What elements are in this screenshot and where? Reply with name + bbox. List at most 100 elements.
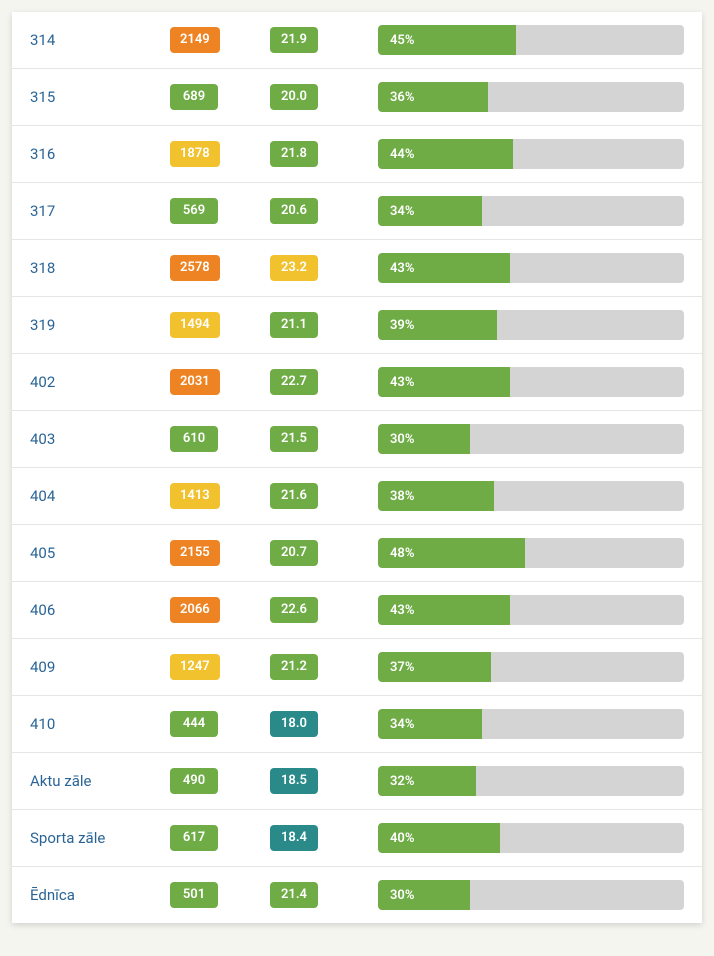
room-link[interactable]: Aktu zāle (30, 772, 170, 790)
value2-cell: 21.5 (270, 426, 370, 452)
room-link[interactable]: 315 (30, 88, 170, 106)
room-link[interactable]: 403 (30, 430, 170, 448)
value1-cell: 2578 (170, 255, 270, 281)
progress-cell: 36% (370, 82, 684, 112)
value2-cell: 18.0 (270, 711, 370, 737)
progress-cell: 45% (370, 25, 684, 55)
progress-cell: 39% (370, 310, 684, 340)
room-link[interactable]: 409 (30, 658, 170, 676)
room-link[interactable]: 317 (30, 202, 170, 220)
progress-cell: 34% (370, 709, 684, 739)
progress-cell: 38% (370, 481, 684, 511)
value1-cell: 689 (170, 84, 270, 110)
value1-badge: 610 (170, 426, 218, 452)
table-row: 403610 21.5 30% (12, 411, 702, 468)
value2-cell: 21.9 (270, 27, 370, 53)
value1-badge: 569 (170, 198, 218, 224)
progress-fill: 43% (378, 595, 510, 625)
value2-badge: 18.4 (270, 825, 318, 851)
progress-label: 48% (390, 546, 414, 561)
progress-track: 38% (378, 481, 684, 511)
progress-track: 30% (378, 424, 684, 454)
value1-badge: 2149 (170, 27, 220, 53)
progress-cell: 30% (370, 880, 684, 910)
progress-label: 34% (390, 717, 414, 732)
progress-fill: 43% (378, 367, 510, 397)
progress-cell: 43% (370, 253, 684, 283)
value2-badge: 21.8 (270, 141, 318, 167)
progress-track: 34% (378, 709, 684, 739)
progress-label: 34% (390, 204, 414, 219)
room-link[interactable]: 405 (30, 544, 170, 562)
value2-cell: 21.8 (270, 141, 370, 167)
value1-cell: 610 (170, 426, 270, 452)
rooms-panel: 3142149 21.9 45% 315689 20.0 36% 3161878 21.8 44… (12, 12, 702, 923)
progress-fill: 34% (378, 196, 482, 226)
value1-cell: 569 (170, 198, 270, 224)
table-row: 402203122.743% (12, 354, 702, 411)
value1-badge: 689 (170, 84, 218, 110)
room-link[interactable]: 318 (30, 259, 170, 277)
value1-cell: 1247 (170, 654, 270, 680)
value1-badge: 444 (170, 711, 218, 737)
value2-cell: 21.6 (270, 483, 370, 509)
table-row: 3191494 21.1 39% (12, 297, 702, 354)
progress-track: 43% (378, 367, 684, 397)
value1-badge: 2155 (170, 540, 220, 566)
table-row: 315689 20.0 36% (12, 69, 702, 126)
value1-cell: 2155 (170, 540, 270, 566)
progress-cell: 40% (370, 823, 684, 853)
progress-track: 37% (378, 652, 684, 682)
value2-cell: 20.0 (270, 84, 370, 110)
progress-track: 43% (378, 595, 684, 625)
value2-badge: 21.4 (270, 882, 318, 908)
value1-badge: 1494 (170, 312, 220, 338)
value1-cell: 490 (170, 768, 270, 794)
value2-cell: 20.6 (270, 198, 370, 224)
progress-fill: 32% (378, 766, 476, 796)
value2-badge: 22.7 (270, 369, 318, 395)
value1-cell: 2066 (170, 597, 270, 623)
value2-cell: 18.4 (270, 825, 370, 851)
room-link[interactable]: 406 (30, 601, 170, 619)
progress-track: 43% (378, 253, 684, 283)
progress-cell: 44% (370, 139, 684, 169)
progress-label: 30% (390, 888, 414, 903)
value2-cell: 22.6 (270, 597, 370, 623)
table-row: Aktu zāle49018.532% (12, 753, 702, 810)
value2-badge: 21.5 (270, 426, 318, 452)
progress-track: 30% (378, 880, 684, 910)
value2-badge: 20.0 (270, 84, 318, 110)
progress-fill: 43% (378, 253, 510, 283)
room-link[interactable]: 314 (30, 31, 170, 49)
progress-track: 40% (378, 823, 684, 853)
value1-badge: 2578 (170, 255, 220, 281)
progress-cell: 48% (370, 538, 684, 568)
progress-fill: 30% (378, 424, 470, 454)
progress-track: 44% (378, 139, 684, 169)
value1-cell: 617 (170, 825, 270, 851)
value1-badge: 490 (170, 768, 218, 794)
progress-cell: 32% (370, 766, 684, 796)
progress-cell: 37% (370, 652, 684, 682)
value2-badge: 20.6 (270, 198, 318, 224)
room-link[interactable]: Ēdnīca (30, 886, 170, 904)
progress-track: 39% (378, 310, 684, 340)
room-link[interactable]: 410 (30, 715, 170, 733)
table-row: Ēdnīca501 21.4 30% (12, 867, 702, 923)
value1-badge: 1878 (170, 141, 220, 167)
room-link[interactable]: 404 (30, 487, 170, 505)
value1-cell: 501 (170, 882, 270, 908)
value1-cell: 444 (170, 711, 270, 737)
progress-cell: 30% (370, 424, 684, 454)
value2-badge: 20.7 (270, 540, 318, 566)
room-link[interactable]: 316 (30, 145, 170, 163)
value1-badge: 501 (170, 882, 218, 908)
table-row: 404141321.638% (12, 468, 702, 525)
room-link[interactable]: 402 (30, 373, 170, 391)
room-link[interactable]: Sporta zāle (30, 829, 170, 847)
value2-cell: 21.1 (270, 312, 370, 338)
progress-label: 43% (390, 261, 414, 276)
room-link[interactable]: 319 (30, 316, 170, 334)
progress-label: 45% (390, 33, 414, 48)
